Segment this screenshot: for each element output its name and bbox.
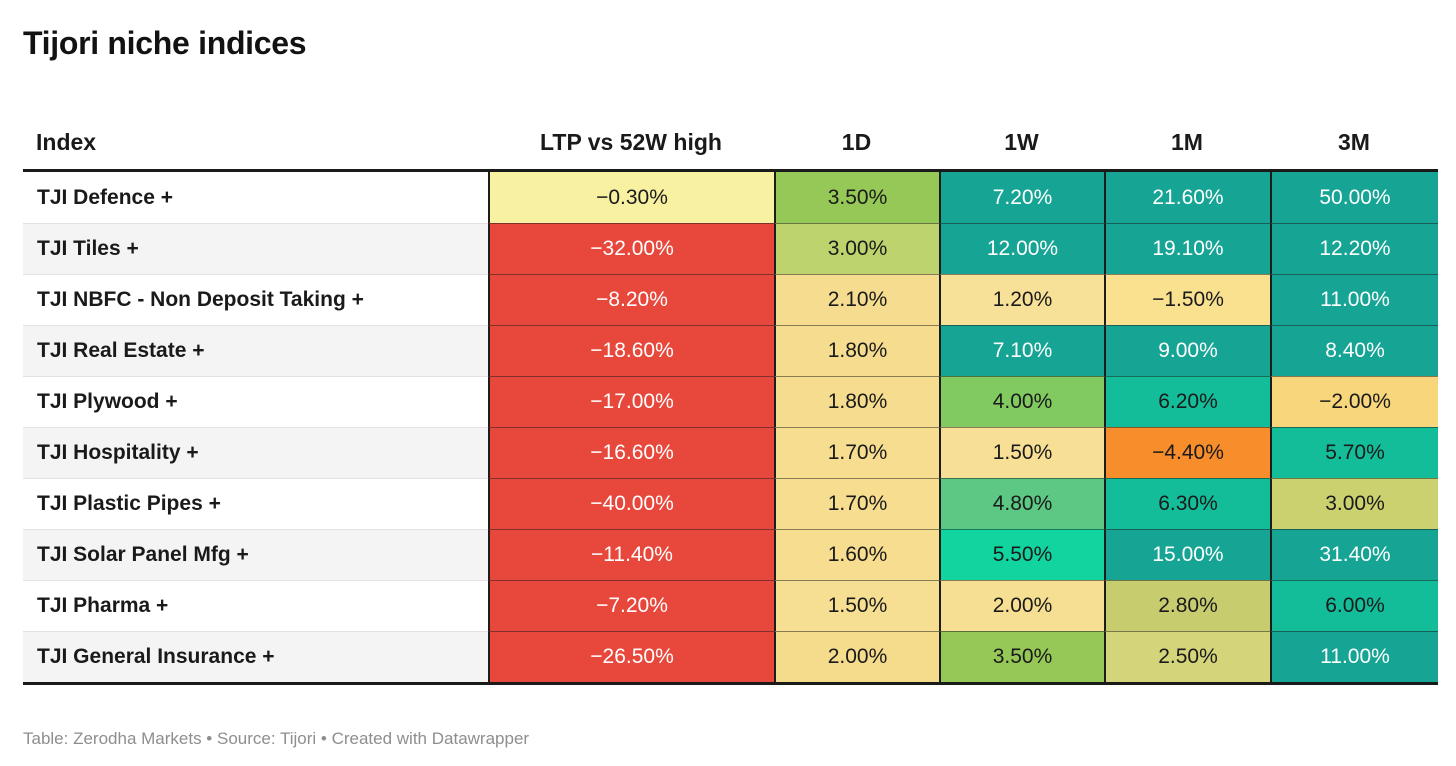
cell-1w: 2.00% — [939, 580, 1104, 631]
cell-ltp-vs-52w-high: −8.20% — [488, 274, 774, 325]
cell-1m: −4.40% — [1104, 427, 1270, 478]
cell-3m: 6.00% — [1270, 580, 1438, 631]
column-header-ltp-vs-52w-high: LTP vs 52W high — [540, 129, 722, 155]
cell-1w: 1.20% — [939, 274, 1104, 325]
row-label[interactable]: TJI Plastic Pipes + — [23, 478, 488, 529]
row-label[interactable]: TJI Pharma + — [23, 580, 488, 631]
cell-1m: 9.00% — [1104, 325, 1270, 376]
attribution-footer: Table: Zerodha Markets • Source: Tijori … — [23, 729, 530, 748]
cell-1m: 15.00% — [1104, 529, 1270, 580]
row-label[interactable]: TJI Hospitality + — [23, 427, 488, 478]
column-header-1w: 1W — [1004, 129, 1039, 155]
page-title: Tijori niche indices — [23, 25, 307, 61]
column-header-1d: 1D — [841, 129, 872, 155]
row-label[interactable]: TJI Tiles + — [23, 223, 488, 274]
cell-1w: 5.50% — [939, 529, 1104, 580]
cell-1d: 2.00% — [774, 631, 939, 682]
cell-3m: 3.00% — [1270, 478, 1438, 529]
cell-ltp-vs-52w-high: −11.40% — [488, 529, 774, 580]
cell-1d: 1.50% — [774, 580, 939, 631]
cell-1m: 2.80% — [1104, 580, 1270, 631]
row-label[interactable]: TJI Plywood + — [23, 376, 488, 427]
cell-1d: 1.70% — [774, 478, 939, 529]
cell-ltp-vs-52w-high: −32.00% — [488, 223, 774, 274]
cell-1w: 7.10% — [939, 325, 1104, 376]
table-body: TJI Defence + −0.30% 3.50% 7.20% 21.60% 50.00… — [23, 169, 1438, 685]
column-header-1m: 1M — [1171, 129, 1203, 155]
cell-3m: −2.00% — [1270, 376, 1438, 427]
cell-1w: 1.50% — [939, 427, 1104, 478]
cell-3m: 50.00% — [1270, 172, 1438, 223]
cell-ltp-vs-52w-high: −18.60% — [488, 325, 774, 376]
cell-3m: 5.70% — [1270, 427, 1438, 478]
cell-1d: 1.70% — [774, 427, 939, 478]
table-header-row: Index LTP vs 52W high 1D 1W 1M 3M — [23, 62, 1456, 169]
cell-1d: 2.10% — [774, 274, 939, 325]
cell-ltp-vs-52w-high: −40.00% — [488, 478, 774, 529]
cell-3m: 11.00% — [1270, 274, 1438, 325]
cell-3m: 31.40% — [1270, 529, 1438, 580]
cell-1m: −1.50% — [1104, 274, 1270, 325]
column-header-index: Index — [36, 129, 97, 155]
cell-ltp-vs-52w-high: −26.50% — [488, 631, 774, 682]
row-label[interactable]: TJI NBFC - Non Deposit Taking + — [23, 274, 488, 325]
cell-1m: 21.60% — [1104, 172, 1270, 223]
cell-ltp-vs-52w-high: −16.60% — [488, 427, 774, 478]
cell-1d: 3.50% — [774, 172, 939, 223]
cell-1w: 4.80% — [939, 478, 1104, 529]
cell-1w: 4.00% — [939, 376, 1104, 427]
cell-ltp-vs-52w-high: −7.20% — [488, 580, 774, 631]
cell-1d: 1.60% — [774, 529, 939, 580]
cell-1w: 3.50% — [939, 631, 1104, 682]
cell-1w: 12.00% — [939, 223, 1104, 274]
row-label[interactable]: TJI Real Estate + — [23, 325, 488, 376]
cell-1m: 19.10% — [1104, 223, 1270, 274]
row-label[interactable]: TJI Defence + — [23, 172, 488, 223]
cell-3m: 12.20% — [1270, 223, 1438, 274]
column-header-3m: 3M — [1338, 129, 1370, 155]
cell-ltp-vs-52w-high: −0.30% — [488, 172, 774, 223]
datawrapper-table-visualization: Tijori niche indices Index LTP vs 52W hi… — [0, 24, 1456, 766]
cell-1m: 6.30% — [1104, 478, 1270, 529]
cell-ltp-vs-52w-high: −17.00% — [488, 376, 774, 427]
row-label[interactable]: TJI Solar Panel Mfg + — [23, 529, 488, 580]
row-label[interactable]: TJI General Insurance + — [23, 631, 488, 682]
cell-1w: 7.20% — [939, 172, 1104, 223]
cell-3m: 8.40% — [1270, 325, 1438, 376]
cell-1m: 2.50% — [1104, 631, 1270, 682]
cell-3m: 11.00% — [1270, 631, 1438, 682]
cell-1d: 1.80% — [774, 325, 939, 376]
cell-1d: 3.00% — [774, 223, 939, 274]
cell-1m: 6.20% — [1104, 376, 1270, 427]
cell-1d: 1.80% — [774, 376, 939, 427]
